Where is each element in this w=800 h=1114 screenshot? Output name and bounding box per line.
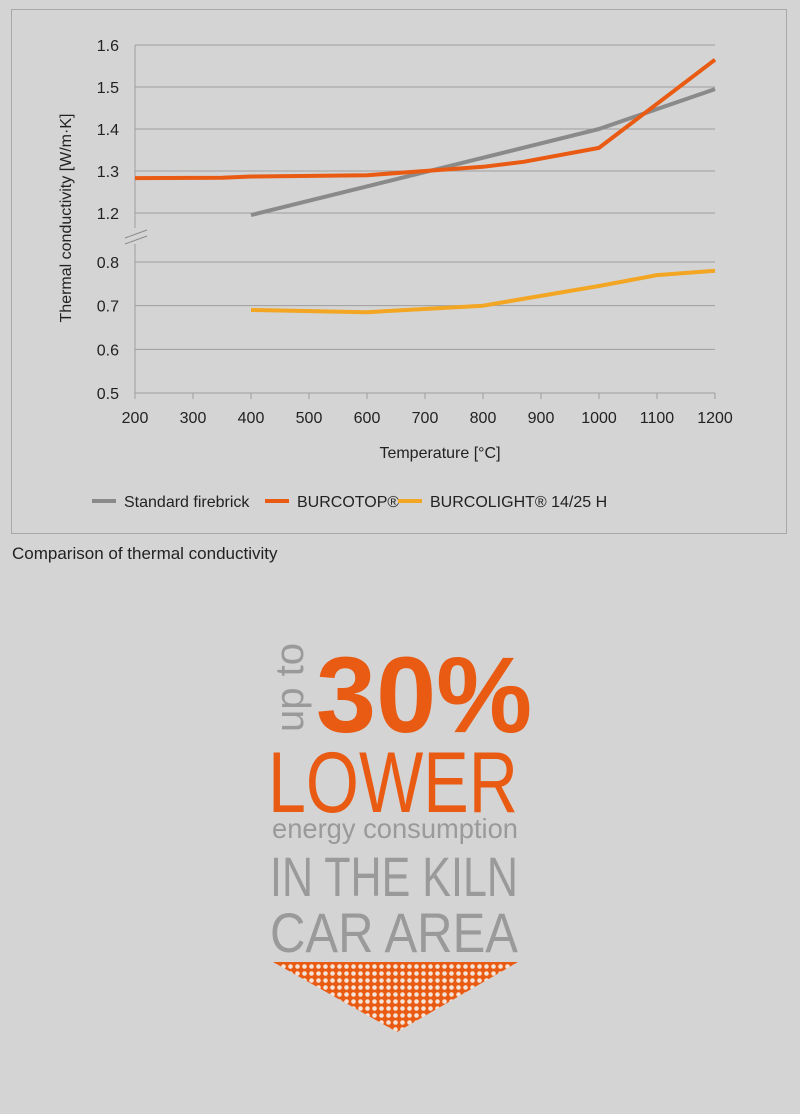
y-tick-label: 1.2 bbox=[97, 206, 119, 223]
legend-label: BURCOLIGHT® 14/25 H bbox=[430, 494, 607, 511]
promo-lower: LOWER bbox=[268, 735, 518, 831]
x-tick-label: 1000 bbox=[581, 410, 617, 427]
x-tick-label: 600 bbox=[354, 410, 381, 427]
chart-caption: Comparison of thermal conductivity bbox=[12, 544, 278, 563]
y-tick-label: 1.3 bbox=[97, 164, 119, 181]
y-tick-label: 0.8 bbox=[97, 255, 119, 272]
y-tick-label: 0.5 bbox=[97, 386, 119, 403]
series-line-2 bbox=[250, 268, 716, 315]
series-line-0 bbox=[250, 87, 716, 218]
promo-graphic: up to 30% LOWER energy consumption IN TH… bbox=[268, 634, 532, 1032]
series-line-1 bbox=[134, 58, 717, 181]
x-tick-label: 1100 bbox=[640, 410, 675, 427]
y-tick-label: 1.4 bbox=[97, 122, 119, 139]
x-tick-label: 300 bbox=[180, 410, 207, 427]
x-tick-label: 1200 bbox=[697, 410, 733, 427]
legend-label: Standard firebrick bbox=[124, 494, 250, 511]
x-tick-label: 200 bbox=[122, 410, 149, 427]
y-tick-label: 0.6 bbox=[97, 342, 119, 359]
thermal-conductivity-chart: 1.2 1.3 1.4 1.5 1.6 0.5 0.6 0.7 0.8 200 300 400 500 6… bbox=[58, 38, 733, 511]
x-tick-label: 500 bbox=[296, 410, 323, 427]
chart-panel: 1.2 1.3 1.4 1.5 1.6 0.5 0.6 0.7 0.8 200 300 400 500 6… bbox=[11, 9, 787, 534]
y-tick-label: 1.5 bbox=[97, 80, 119, 97]
y-axis-title: Thermal conductivity [W/m·K] bbox=[58, 114, 75, 323]
legend-label: BURCOTOP® bbox=[297, 494, 399, 511]
y-tick-label: 0.7 bbox=[97, 299, 119, 316]
x-axis-title: Temperature [°C] bbox=[379, 445, 500, 462]
promo-car-area: CAR AREA bbox=[270, 901, 519, 964]
down-arrow-icon bbox=[273, 962, 518, 1032]
promo-kiln: IN THE KILN bbox=[270, 845, 518, 908]
x-tick-label: 400 bbox=[238, 410, 265, 427]
promo-energy: energy consumption bbox=[272, 813, 518, 844]
x-tick-label: 900 bbox=[528, 410, 555, 427]
axis-break-mark bbox=[124, 235, 148, 245]
promo-up-to: up to bbox=[268, 643, 312, 732]
x-tick-label: 700 bbox=[412, 410, 439, 427]
y-tick-label: 1.6 bbox=[97, 38, 119, 55]
axis-break-mark bbox=[124, 229, 148, 239]
x-tick-label: 800 bbox=[470, 410, 497, 427]
promo-percent: 30% bbox=[316, 634, 532, 755]
